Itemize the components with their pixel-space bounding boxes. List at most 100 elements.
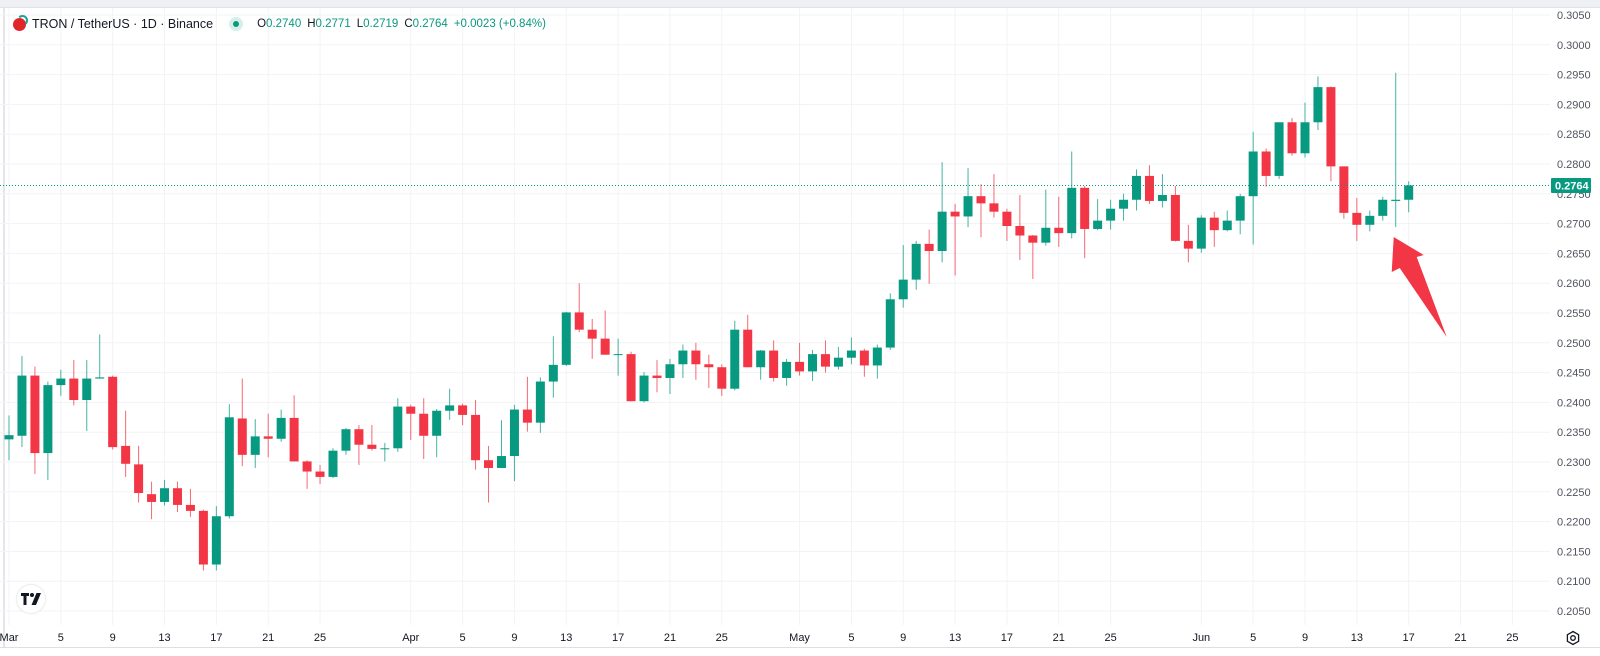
candle-down [1054,196,1064,247]
candle-up [43,381,53,480]
chart-legend: TRON / TetherUS · 1D · Binance O0.2740 H… [13,14,550,32]
candle-up [872,344,882,379]
candle-body [795,361,805,372]
candle-down [108,375,118,450]
candles [4,72,1414,571]
candle-down [419,398,429,460]
candle-body [1209,217,1219,231]
candle-body [1015,225,1025,236]
candle-down [1170,186,1180,242]
bottom-border [0,647,1600,648]
candle-up [808,349,818,381]
high-value: 0.2771 [315,18,351,30]
candle-up [1157,174,1167,208]
settings-gear-icon[interactable] [1565,630,1581,646]
price-tick-label: 0.2500 [1557,338,1591,350]
candle-body [1404,185,1414,200]
candle-body [121,445,131,464]
legend-change: +0.0023 (+0.84%) [453,18,546,30]
time-tick-label: 5 [848,632,854,644]
candle-body [1352,212,1362,225]
price-tick-label: 0.2800 [1557,159,1591,171]
market-open-dot-icon [229,17,244,31]
candle-body [445,405,455,411]
candle-down [743,314,753,368]
candle-body [354,429,364,445]
last-price-badge [1551,177,1591,193]
candle-body [82,378,92,401]
candle-body [769,350,779,378]
candle-down [717,364,727,396]
candle-body [17,375,27,436]
candle-up [56,369,66,396]
candle-up [509,404,519,482]
candle-down [1183,224,1193,263]
candle-body [393,406,403,449]
candle-down [147,481,157,520]
last-price-label: 0.2764 [1551,177,1591,193]
candle-body [613,354,623,356]
candle-up [1119,193,1129,221]
close-value: 0.2764 [412,18,448,30]
candle-down [522,376,532,432]
price-tick-label: 0.2050 [1557,606,1591,618]
candle-body [1196,217,1206,249]
candle-down [289,395,299,462]
candle-body [108,376,118,448]
candle-body [432,410,442,436]
candle-body [160,488,170,502]
candle-body [458,405,468,415]
candle-body [341,429,351,451]
candle-up [1365,210,1375,232]
candle-up [1041,189,1051,246]
candle-body [1002,211,1012,226]
price-tick-label: 0.2550 [1557,308,1591,320]
candle-down [185,488,195,517]
candle-up [496,420,506,468]
candle-down [1339,166,1349,219]
candle-body [1144,175,1154,201]
candle-body [1274,122,1284,176]
candle-body [898,279,908,300]
candle-body [380,448,390,450]
candle-body [224,417,234,517]
candle-body [678,350,688,365]
symbol-title[interactable]: TRON / TetherUS · 1D · Binance [32,17,214,31]
candle-body [198,510,208,565]
candle-up [756,349,766,380]
candle-down [859,348,869,377]
candle-down [172,481,182,513]
tradingview-logo-icon[interactable] [16,584,46,614]
price-tick-label: 0.2350 [1557,427,1591,439]
time-axis: Mar 5 9 13 17 21 25 Apr 5 9 13 17 21 25 May 5 9 13 17 21 25 J… [0,632,1518,644]
candle-up [276,409,286,442]
legend-high: H0.2771 [307,18,351,30]
candle-body [1261,151,1271,176]
candle-down [652,360,662,393]
candle-down [354,425,364,465]
candle-down [1028,234,1038,280]
candle-up [937,162,947,263]
candle-body [509,409,519,457]
candle-up [250,419,260,468]
price-tick-label: 0.2850 [1557,129,1591,141]
candle-body [626,354,636,402]
candle-up [730,320,740,391]
price-tick-label: 0.3000 [1557,40,1591,52]
time-tick-label: 9 [1302,632,1308,644]
candle-down [237,378,247,467]
candle-up [393,398,403,452]
candle-body [859,350,869,366]
candle-up [535,377,545,433]
candle-body [820,354,830,367]
high-key: H [307,18,316,30]
candle-down [1015,194,1025,260]
candle-body [1093,220,1103,229]
candle-body [1339,166,1349,213]
candle-down [458,403,468,426]
left-panel-border [3,8,5,648]
candle-body [756,350,766,368]
candle-down [1261,148,1271,187]
candle-body [691,350,701,365]
